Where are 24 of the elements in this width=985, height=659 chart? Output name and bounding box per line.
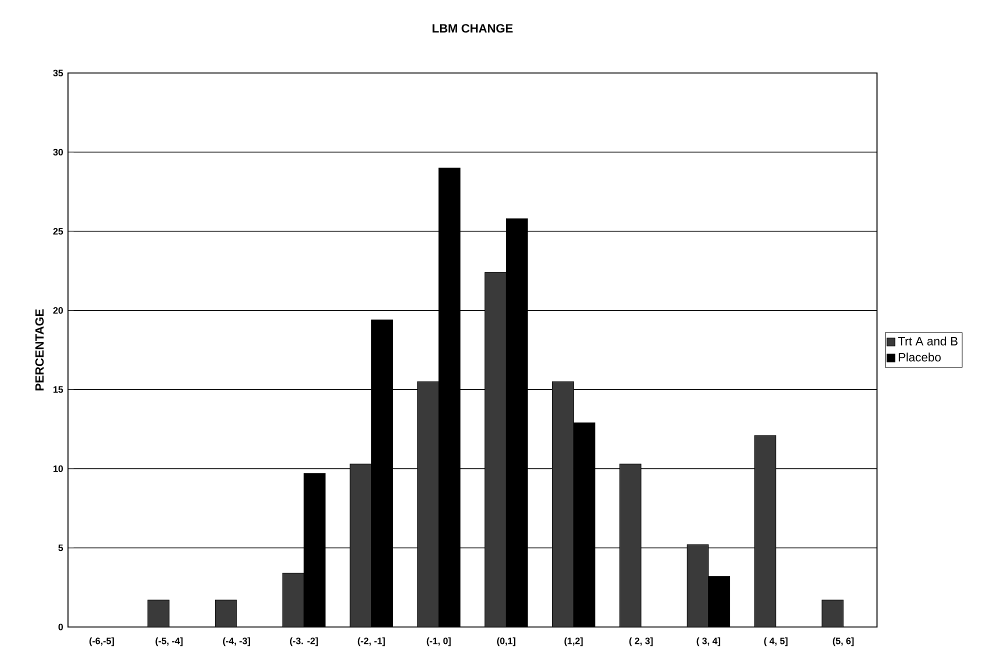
x-tick-label: (-1, 0]	[426, 637, 451, 646]
x-tick-label: ( 4, 5]	[764, 637, 788, 646]
x-tick-label: (0,1]	[497, 637, 516, 646]
y-tick-label: 30	[53, 148, 63, 156]
y-tick-label: 0	[58, 624, 63, 630]
y-tick-label: 5	[58, 544, 64, 552]
x-tick-label: (-6,-5]	[89, 637, 114, 646]
y-tick-label: 15	[54, 386, 64, 393]
x-tick-label: ( 3, 4]	[696, 637, 720, 646]
x-tick-label: (5, 6]	[832, 637, 854, 646]
legend-label: Placebo	[898, 352, 941, 362]
y-tick-label: 10	[54, 465, 63, 472]
x-tick-label: (-5, -4]	[156, 637, 183, 646]
x-tick-label: (-2, -1]	[358, 637, 385, 646]
legend-label: Trt A and B	[898, 336, 958, 346]
chart-title: LBM CHANGE	[432, 24, 513, 33]
x-tick-label: (-4, -3]	[223, 637, 250, 646]
y-tick-label: 25	[53, 228, 64, 235]
y-tick-label: 20	[53, 307, 63, 314]
y-tick-label: 35	[53, 70, 64, 76]
y-axis-title: PERCENTAGE	[35, 309, 44, 390]
x-tick-label: (-3. -2]	[290, 637, 318, 646]
x-tick-label: (1,2]	[564, 637, 583, 646]
x-tick-label: ( 2, 3]	[629, 637, 653, 646]
